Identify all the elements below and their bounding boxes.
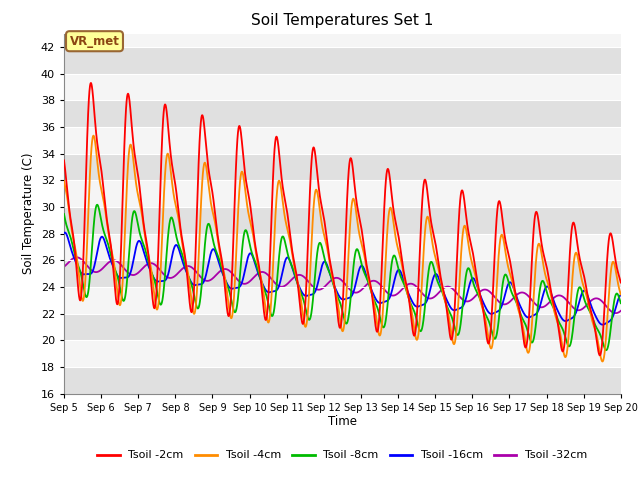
Tsoil -4cm (90, 133, 97, 139)
Tsoil -2cm (617, 280, 625, 286)
Tsoil -8cm (60, 211, 68, 217)
Tsoil -4cm (617, 291, 625, 297)
Tsoil -4cm (598, 359, 606, 364)
Bar (64, 73, 621, 100)
Bar (64, 313, 621, 340)
Tsoil -32cm (612, 310, 620, 316)
Tsoil -32cm (124, 269, 132, 275)
Tsoil -2cm (87, 80, 95, 86)
Tsoil -2cm (546, 283, 554, 289)
Bar (64, 260, 621, 287)
Tsoil -16cm (298, 289, 306, 295)
Tsoil -16cm (124, 275, 132, 280)
Tsoil -4cm (124, 168, 132, 173)
Bar (64, 287, 621, 313)
Tsoil -2cm (60, 157, 68, 163)
Tsoil -4cm (274, 182, 282, 188)
Tsoil -16cm (60, 230, 68, 236)
Line: Tsoil -4cm: Tsoil -4cm (64, 136, 621, 361)
Bar (64, 367, 621, 394)
Tsoil -32cm (274, 283, 282, 288)
Line: Tsoil -16cm: Tsoil -16cm (64, 232, 621, 324)
Legend: Tsoil -2cm, Tsoil -4cm, Tsoil -8cm, Tsoil -16cm, Tsoil -32cm: Tsoil -2cm, Tsoil -4cm, Tsoil -8cm, Tsoi… (93, 446, 592, 465)
Bar (64, 100, 621, 127)
Text: VR_met: VR_met (70, 35, 120, 48)
Tsoil -4cm (157, 266, 164, 272)
Bar (64, 180, 621, 207)
Tsoil -2cm (298, 318, 306, 324)
Tsoil -32cm (60, 264, 68, 270)
Bar (64, 47, 621, 73)
Tsoil -16cm (599, 322, 607, 327)
Tsoil -32cm (617, 308, 625, 314)
Tsoil -8cm (157, 302, 164, 308)
Tsoil -32cm (298, 273, 306, 278)
Tsoil -2cm (606, 230, 614, 236)
Tsoil -8cm (274, 270, 282, 276)
Tsoil -32cm (157, 268, 164, 274)
Bar (64, 207, 621, 234)
Title: Soil Temperatures Set 1: Soil Temperatures Set 1 (252, 13, 433, 28)
Tsoil -16cm (157, 278, 164, 284)
Tsoil -32cm (546, 299, 554, 304)
Tsoil -2cm (596, 352, 604, 358)
Tsoil -8cm (606, 330, 614, 336)
Bar (64, 340, 621, 367)
Tsoil -16cm (61, 229, 68, 235)
Y-axis label: Soil Temperature (C): Soil Temperature (C) (22, 153, 35, 275)
Tsoil -32cm (73, 254, 81, 260)
Tsoil -16cm (546, 288, 554, 293)
Line: Tsoil -2cm: Tsoil -2cm (64, 83, 621, 355)
Bar (64, 127, 621, 154)
Tsoil -32cm (606, 308, 614, 313)
Tsoil -4cm (606, 275, 614, 281)
Tsoil -16cm (606, 318, 614, 324)
Bar (64, 154, 621, 180)
Tsoil -16cm (617, 292, 625, 298)
Tsoil -2cm (157, 173, 164, 179)
Tsoil -8cm (93, 202, 101, 208)
Tsoil -8cm (124, 270, 132, 276)
Tsoil -2cm (124, 91, 132, 97)
Tsoil -16cm (274, 286, 282, 292)
Bar (64, 234, 621, 260)
Tsoil -4cm (60, 178, 68, 184)
Tsoil -8cm (617, 300, 625, 306)
Tsoil -4cm (298, 304, 306, 310)
Line: Tsoil -32cm: Tsoil -32cm (64, 257, 621, 313)
Tsoil -8cm (298, 292, 306, 298)
Tsoil -8cm (602, 348, 610, 353)
Line: Tsoil -8cm: Tsoil -8cm (64, 205, 621, 350)
X-axis label: Time: Time (328, 415, 357, 429)
Tsoil -8cm (546, 298, 554, 304)
Tsoil -2cm (274, 138, 282, 144)
Bar (64, 20, 621, 47)
Tsoil -4cm (546, 288, 554, 294)
